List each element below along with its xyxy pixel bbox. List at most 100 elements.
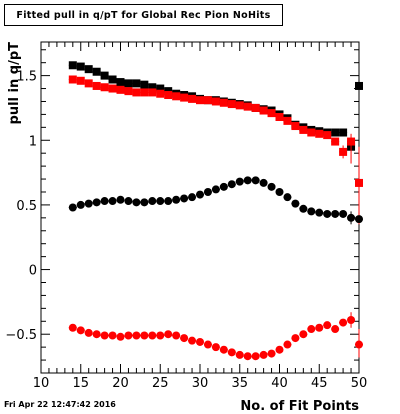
data-point-circle <box>283 193 292 202</box>
data-point-circle <box>92 330 101 339</box>
data-point-circle <box>299 330 308 339</box>
data-point-circle <box>259 178 268 187</box>
data-point-circle <box>235 350 244 359</box>
axis-ticks <box>40 42 360 374</box>
data-point-circle <box>140 198 149 207</box>
data-point-square <box>116 85 125 94</box>
data-point-circle <box>331 325 340 334</box>
data-point-circle <box>156 197 165 206</box>
data-point-square <box>211 97 220 106</box>
x-tick-label: 45 <box>311 376 328 391</box>
data-point-square <box>92 67 101 76</box>
data-point-circle <box>339 318 348 327</box>
data-point-circle <box>108 331 117 340</box>
data-point-circle <box>227 348 236 357</box>
data-point-square <box>251 103 260 112</box>
data-point-circle <box>355 340 363 349</box>
data-point-circle <box>283 340 292 349</box>
data-point-square <box>339 147 348 156</box>
data-point-square <box>148 83 157 92</box>
data-point-square <box>291 122 300 131</box>
x-tick-label: 15 <box>72 376 89 391</box>
data-point-square <box>299 125 308 134</box>
data-point-square <box>140 80 149 89</box>
data-point-square <box>188 94 197 103</box>
y-tick-label: 0.5 <box>16 199 37 214</box>
data-point-circle <box>203 340 212 349</box>
data-point-circle <box>148 331 157 340</box>
y-tick-label: −0.5 <box>5 328 37 343</box>
data-point-circle <box>267 182 276 191</box>
data-point-circle <box>196 190 204 199</box>
data-point-circle <box>315 323 324 332</box>
data-point-square <box>84 65 93 74</box>
x-tick-label: 50 <box>351 376 368 391</box>
data-point-square <box>132 88 141 97</box>
x-tick-label: 25 <box>152 376 169 391</box>
data-point-square <box>323 131 332 140</box>
data-point-circle <box>68 203 77 212</box>
data-point-square <box>108 75 117 84</box>
data-point-circle <box>227 180 236 189</box>
data-point-circle <box>196 337 204 346</box>
data-point-circle <box>235 177 244 186</box>
data-point-circle <box>299 204 308 213</box>
data-point-square <box>275 112 284 121</box>
data-point-circle <box>267 349 276 358</box>
data-point-square <box>259 106 268 115</box>
data-point-circle <box>347 213 356 222</box>
data-point-square <box>116 78 125 87</box>
data-point-square <box>355 178 363 187</box>
data-point-square <box>68 61 77 70</box>
data-point-circle <box>323 209 332 218</box>
data-point-square <box>196 96 204 105</box>
data-point-square <box>164 91 173 100</box>
data-point-circle <box>172 195 181 204</box>
data-point-circle <box>188 193 197 202</box>
data-point-circle <box>100 331 109 340</box>
x-tick-label: 40 <box>271 376 288 391</box>
x-tick-label: 20 <box>112 376 129 391</box>
data-point-circle <box>251 352 260 361</box>
data-point-circle <box>124 197 133 206</box>
data-point-circle <box>243 176 252 185</box>
data-point-square <box>132 79 141 88</box>
data-point-circle <box>164 330 173 339</box>
data-point-square <box>68 75 77 84</box>
data-point-circle <box>76 326 85 335</box>
data-point-square <box>283 116 292 125</box>
data-point-circle <box>100 197 109 206</box>
data-point-square <box>307 128 316 137</box>
data-point-circle <box>291 199 300 208</box>
data-point-square <box>243 102 252 111</box>
data-point-circle <box>164 197 173 206</box>
data-point-circle <box>140 331 149 340</box>
data-point-square <box>124 87 133 96</box>
data-points <box>68 42 363 361</box>
data-point-square <box>92 81 101 90</box>
data-point-square <box>347 137 356 146</box>
tick-labels: 10 15 20 25 30 35 40 45 50 −0.5 0 0.5 1 1.5 <box>5 70 367 391</box>
data-point-square <box>315 129 324 138</box>
data-point-square <box>140 88 149 97</box>
data-point-square <box>227 100 236 109</box>
data-point-circle <box>84 199 93 208</box>
data-point-square <box>172 92 181 101</box>
data-point-square <box>235 101 244 110</box>
chart-title-box: Fitted pull in q/pT for Global Rec Pion … <box>4 4 283 26</box>
data-point-square <box>156 89 165 98</box>
y-tick-label: 1.5 <box>16 70 37 85</box>
data-point-circle <box>347 315 356 324</box>
data-point-square <box>355 81 363 90</box>
data-point-circle <box>323 321 332 330</box>
data-point-circle <box>243 352 252 361</box>
data-point-square <box>219 98 228 107</box>
data-point-circle <box>211 343 220 352</box>
x-axis-label: No. of Fit Points <box>240 399 359 414</box>
data-point-circle <box>275 345 284 354</box>
data-point-circle <box>355 215 363 224</box>
data-point-circle <box>76 200 85 209</box>
data-point-circle <box>124 331 133 340</box>
data-point-circle <box>68 323 77 332</box>
data-point-circle <box>339 209 348 218</box>
